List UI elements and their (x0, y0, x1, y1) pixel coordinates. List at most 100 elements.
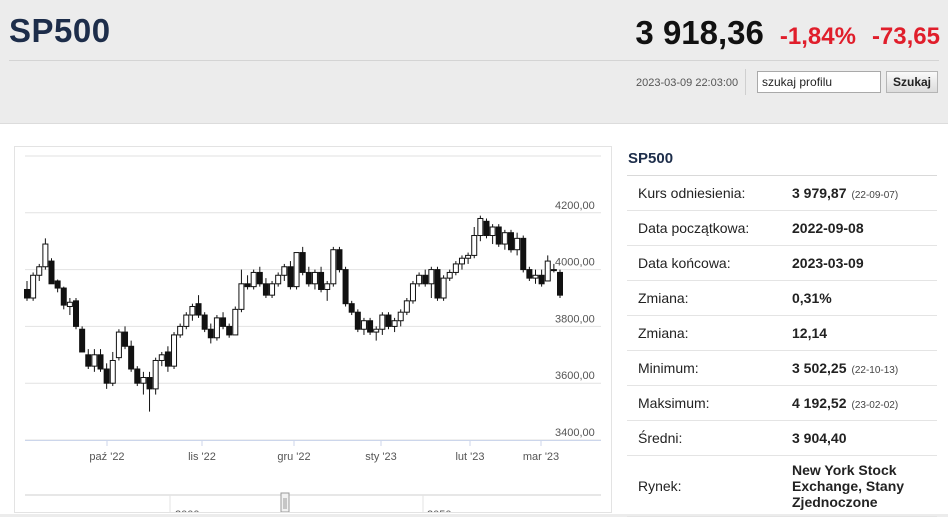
candle-body (152, 359, 159, 390)
candle-body (477, 217, 484, 237)
last-price: 3 918,36 (635, 14, 764, 51)
candle-body (244, 283, 251, 288)
info-title: SP500 (627, 146, 937, 176)
candle-body (526, 269, 533, 279)
candle-body (311, 271, 318, 285)
candle-body (501, 232, 508, 245)
candle-body (122, 331, 129, 347)
quote-header: SP500 3 918,36 -1,84% -73,65 2023-03-09 … (0, 0, 948, 104)
candle-body (256, 271, 263, 285)
info-value: 3 979,87 (22-09-07) (792, 176, 937, 211)
info-label: Rynek: (627, 455, 792, 517)
candle-body (48, 260, 55, 285)
info-value: 12,14 (792, 315, 937, 351)
candle-body (471, 235, 478, 256)
info-row: Data początkowa: 2022-09-08 (627, 210, 937, 246)
candle-body (201, 314, 208, 330)
info-label: Data początkowa: (627, 210, 792, 246)
candle-body (299, 252, 306, 273)
candle-body (324, 283, 331, 290)
info-value: 3 904,40 (792, 420, 937, 456)
candle-body (109, 359, 116, 384)
search-button[interactable]: Szukaj (886, 71, 938, 93)
price-chart[interactable]: 4200,00 4000,00 3800,00 3600,00 3400,00 paź '… (14, 146, 612, 513)
candle-body (103, 368, 110, 384)
info-value: New York Stock Exchange, Stany Zjednoczo… (792, 455, 937, 517)
y-tick-label: 4000,00 (555, 257, 595, 269)
candle-body (97, 354, 104, 370)
candle-body (232, 308, 239, 336)
candle-body (207, 328, 214, 339)
info-value-text: 0,31% (792, 290, 832, 306)
candle-body (42, 243, 49, 268)
info-value-text: 3 904,40 (792, 430, 847, 446)
info-date: (23-02-02) (851, 400, 899, 411)
info-date: (22-09-07) (851, 190, 899, 201)
candle-body (60, 287, 67, 306)
change-percent: -1,84% (779, 23, 856, 50)
candle-body (538, 274, 545, 285)
candle-body (385, 314, 392, 327)
candle-body (495, 226, 502, 245)
y-tick-label: 3800,00 (555, 313, 595, 325)
candle-body (146, 377, 153, 390)
candle-body (483, 220, 490, 237)
candle-body (348, 303, 355, 313)
candle-body (342, 269, 349, 305)
navigator-label: 2050 (427, 509, 451, 512)
info-row: Data końcowa: 2023-03-09 (627, 245, 937, 281)
info-row: Zmiana: 12,14 (627, 315, 937, 351)
quote-timestamp: 2023-03-09 22:03:00 (636, 77, 739, 89)
info-value: 0,31% (792, 280, 937, 316)
info-value-text: 12,14 (792, 325, 828, 341)
profile-search-input[interactable] (757, 71, 881, 93)
candle-body (287, 266, 294, 288)
candle-body (262, 283, 269, 296)
info-value-text: 3 502,25 (792, 360, 847, 376)
candle-body (416, 274, 423, 285)
candle-body (465, 254, 472, 259)
info-value-text: 2023-03-09 (792, 255, 864, 271)
x-tick-label: lis '22 (188, 451, 216, 463)
y-tick-label: 3400,00 (555, 427, 595, 439)
candle-body (379, 314, 386, 330)
info-value: 2022-09-08 (792, 210, 937, 246)
y-tick-label: 3600,00 (555, 370, 595, 382)
x-tick-label: lut '23 (455, 451, 484, 463)
candle-body (220, 317, 227, 327)
candle-body (275, 274, 282, 285)
candle-body (85, 354, 92, 367)
candle-body (238, 283, 245, 310)
candle-body (250, 271, 257, 288)
quote-summary: 3 918,36 -1,84% -73,65 (635, 14, 940, 52)
info-value-text: 2022-09-08 (792, 220, 864, 236)
candle-body (140, 377, 147, 384)
candle-body (544, 260, 551, 282)
y-tick-label: 4200,00 (555, 200, 595, 212)
candle-body (79, 328, 86, 353)
candle-body (177, 325, 184, 336)
candle-body (24, 288, 30, 299)
instrument-info: SP500 Kurs odniesienia: 3 979,87 (22-09-07… (627, 146, 937, 517)
candle-body (158, 354, 165, 361)
header-divider (9, 60, 939, 61)
candle-body (134, 368, 141, 384)
candle-body (397, 311, 404, 322)
candle-body (532, 274, 539, 279)
x-tick-label: paź '22 (89, 451, 124, 463)
candle-body (171, 334, 178, 367)
candle-body (440, 277, 447, 299)
candle-body (36, 266, 43, 276)
navigator-handle (280, 492, 290, 512)
candle-body (409, 283, 416, 302)
candle-body (54, 280, 61, 289)
info-row: Średni: 3 904,40 (627, 420, 937, 456)
candle-body (281, 266, 288, 276)
candle-body (293, 252, 300, 288)
candle-body (195, 303, 202, 316)
candle-body (30, 274, 37, 299)
info-value-text: New York Stock Exchange, Stany Zjednoczo… (792, 462, 905, 510)
navigator-label: 2000 (175, 509, 199, 512)
x-tick-label: sty '23 (365, 451, 396, 463)
candle-body (128, 345, 135, 370)
